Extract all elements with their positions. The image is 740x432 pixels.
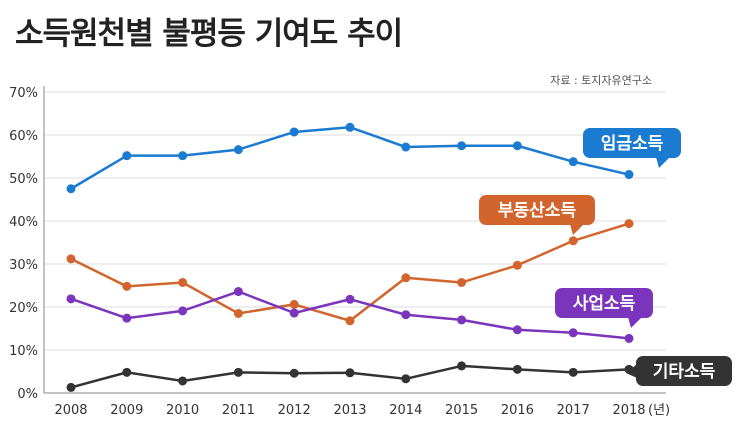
x-unit-label: (년) — [648, 403, 670, 418]
y-tick-label: 50% — [9, 172, 38, 187]
y-tick-label: 10% — [9, 344, 38, 359]
legend-badge: 사업소득 — [555, 288, 653, 328]
badge-pointer — [628, 317, 642, 328]
series-line-0 — [70, 126, 630, 190]
data-point — [512, 364, 522, 374]
data-point — [345, 368, 355, 378]
badge-label: 기타소득 — [653, 362, 716, 382]
badge-label: 임금소득 — [601, 133, 664, 154]
chart-title: 소득원천별 불평등 기여도 추이 — [15, 16, 403, 52]
data-point — [457, 277, 467, 287]
data-point — [401, 310, 411, 320]
data-point — [233, 308, 243, 318]
badge-pointer — [656, 157, 670, 168]
data-point — [568, 236, 578, 246]
x-tick-label: 2010 — [166, 403, 199, 418]
x-tick-label: 2016 — [501, 403, 534, 418]
x-tick-label: 2018 — [612, 403, 645, 418]
legend-badge: 임금소득 — [583, 128, 681, 168]
data-point — [512, 141, 522, 151]
data-point — [345, 122, 355, 132]
data-point — [66, 382, 76, 392]
badge-pointer — [626, 364, 637, 378]
badge-label: 사업소득 — [573, 294, 636, 314]
data-point — [178, 376, 188, 386]
data-point — [512, 325, 522, 335]
y-tick-label: 40% — [9, 215, 38, 230]
x-tick-label: 2013 — [333, 403, 366, 418]
y-tick-label: 0% — [17, 387, 38, 402]
data-point — [401, 273, 411, 283]
badge-box — [583, 128, 681, 158]
data-point — [289, 299, 299, 309]
data-point — [568, 328, 578, 338]
data-point — [457, 361, 467, 371]
data-point — [233, 367, 243, 377]
data-point — [624, 170, 634, 180]
data-point — [122, 151, 132, 161]
y-tick-label: 20% — [9, 301, 38, 316]
legend-badge: 기타소득 — [626, 356, 732, 386]
badge-box — [636, 356, 732, 386]
data-point — [345, 294, 355, 304]
data-point — [457, 141, 467, 151]
data-point — [66, 294, 76, 304]
data-point — [122, 313, 132, 323]
data-point — [66, 254, 76, 264]
legend-badge: 부동산소득 — [479, 195, 595, 235]
data-point — [568, 367, 578, 377]
data-point — [568, 157, 578, 167]
data-point — [178, 306, 188, 316]
badge-box — [555, 288, 653, 318]
x-tick-label: 2015 — [445, 403, 478, 418]
data-point — [122, 367, 132, 377]
data-point — [289, 308, 299, 318]
data-point — [401, 142, 411, 152]
y-tick-label: 60% — [9, 129, 38, 144]
y-tick-label: 70% — [9, 86, 38, 101]
series-lines — [66, 122, 634, 392]
data-point — [457, 315, 467, 325]
data-point — [178, 151, 188, 161]
x-axis: 2008 2009 2010 2011 2012 2013 2014 2015 2016 2017… — [54, 403, 670, 418]
x-tick-label: 2008 — [54, 403, 87, 418]
data-point — [233, 145, 243, 155]
data-point — [66, 184, 76, 194]
source-note: 자료 : 토지자유연구소 — [550, 74, 652, 87]
grid — [44, 91, 666, 394]
x-tick-label: 2017 — [557, 403, 590, 418]
data-point — [624, 333, 634, 343]
data-point — [624, 219, 634, 229]
data-point — [289, 368, 299, 378]
x-tick-label: 2012 — [278, 403, 311, 418]
data-point — [233, 287, 243, 297]
data-point — [289, 127, 299, 137]
data-point — [401, 374, 411, 384]
badge-pointer — [570, 224, 584, 235]
badge-label: 부동산소득 — [498, 201, 577, 221]
y-tick-label: 30% — [9, 258, 38, 273]
badge-box — [479, 195, 595, 225]
x-tick-label: 2011 — [222, 403, 255, 418]
data-point — [122, 281, 132, 291]
data-point — [178, 277, 188, 287]
series-line-1 — [70, 222, 630, 323]
x-tick-label: 2014 — [389, 403, 422, 418]
x-tick-label: 2009 — [110, 403, 143, 418]
y-axis: 0% 10% 20% 30% 40% 50% 60% 70% — [9, 86, 45, 402]
data-point — [345, 316, 355, 326]
data-point — [512, 260, 522, 270]
